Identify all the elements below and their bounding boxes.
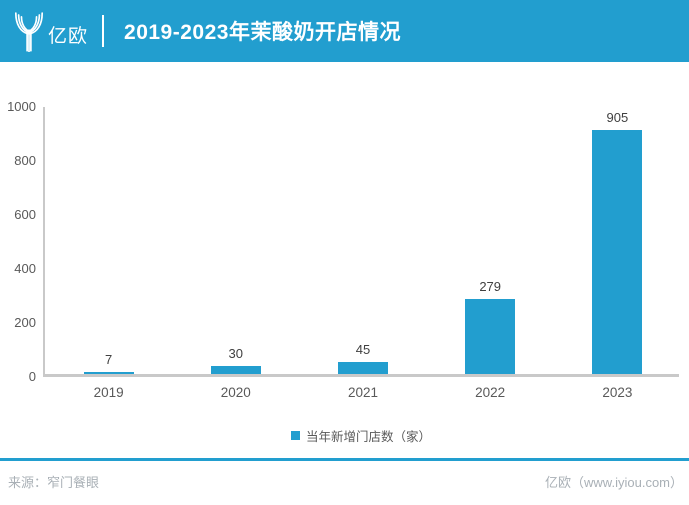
y-axis-tick-label: 800 [14,153,36,168]
page-title: 2019-2023年茉酸奶开店情况 [124,21,401,44]
y-axis-tick-label: 200 [14,315,36,330]
bar-2020 [210,365,261,374]
header-banner: 亿欧 2019-2023年茉酸奶开店情况 [0,0,689,62]
bar-slot: 45 2021 [299,107,426,400]
bar-value-label: 30 [228,345,244,361]
bar-2022 [465,298,516,374]
footer-divider [0,458,689,461]
bar-2023 [592,129,643,374]
brand-logo-text: 亿欧 [48,25,89,47]
y-axis-tick-label: 600 [14,207,36,222]
legend-swatch-icon [290,431,300,440]
chart-legend: 当年新增门店数（家） [43,426,679,445]
bar-value-label: 45 [355,341,371,357]
x-axis-category-label: 2019 [93,385,124,400]
bar-slot: 7 2019 [45,107,172,400]
y-axis-tick-label: 400 [14,261,36,276]
bar-slot: 30 2020 [172,107,299,400]
x-axis-category-label: 2022 [475,385,506,400]
bar-value-label: 279 [479,278,502,294]
bar-slot: 905 2023 [554,107,681,400]
y-axis-tick-label: 1000 [7,99,36,114]
site-credit: 亿欧（www.iyiou.com） [545,474,683,490]
x-axis-category-label: 2021 [347,385,378,400]
source-credit: 来源：窄门餐眼 [8,474,100,490]
bar-value-label: 905 [606,109,629,125]
y-axis-tick-label: 0 [28,369,36,384]
banner-divider [102,15,105,47]
brand-logo: 亿欧 [13,10,88,52]
bar-value-label: 7 [104,352,113,367]
bar-2021 [337,361,388,374]
bar-slot: 279 2022 [427,107,554,400]
x-axis-category-label: 2023 [602,385,633,400]
plot-area: 7 2019 30 2020 45 2021 279 2022 905 2023 [43,107,681,400]
bar-2019 [83,372,134,374]
footer: 来源：窄门餐眼 亿欧（www.iyiou.com） [0,461,689,505]
legend-series-label: 当年新增门店数（家） [305,430,431,444]
iyiou-logo-icon [13,10,45,52]
x-axis-category-label: 2020 [220,385,251,400]
